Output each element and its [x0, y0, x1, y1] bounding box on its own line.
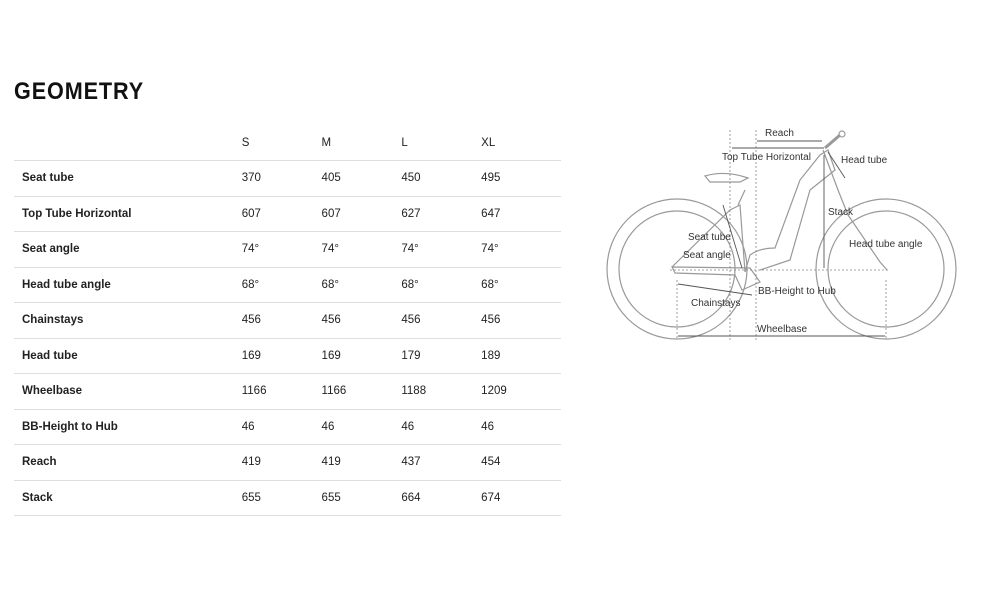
table-cell: 46: [241, 420, 255, 433]
table-cell: 68°: [481, 278, 499, 291]
table-row: Stack 655 655 664 674: [14, 481, 561, 516]
row-label: Reach: [22, 456, 57, 469]
table-cell: 179: [401, 349, 421, 362]
table-cell: 627: [401, 207, 421, 220]
table-cell: 674: [481, 491, 501, 504]
label-bb-height: BB-Height to Hub: [758, 286, 836, 297]
table-cell: 68°: [241, 278, 260, 291]
table-cell: 454: [481, 456, 501, 469]
table-row: Head tube angle 68° 68° 68° 68°: [14, 268, 561, 303]
table-cell: 664: [401, 491, 421, 504]
table-cell: 607: [321, 207, 341, 220]
table-cell: 495: [481, 172, 501, 185]
table-row: Chainstays 456 456 456 456: [14, 303, 561, 339]
table-cell: 1209: [481, 385, 507, 398]
row-label: Stack: [22, 491, 53, 504]
rear-wheel: [606, 198, 748, 340]
row-label: Top Tube Horizontal: [22, 207, 132, 220]
column-header: L: [401, 137, 408, 149]
label-chainstays: Chainstays: [691, 298, 740, 309]
row-label: Chainstays: [22, 314, 84, 327]
column-header: XL: [481, 137, 496, 149]
label-head-tube: Head tube: [841, 155, 888, 166]
row-label: Head tube: [22, 349, 78, 362]
table-cell: 437: [401, 456, 421, 469]
row-label: BB-Height to Hub: [22, 420, 118, 433]
front-wheel: [815, 198, 957, 340]
label-wheelbase: Wheelbase: [757, 324, 807, 335]
row-label: Wheelbase: [22, 385, 83, 398]
label-seat-angle: Seat angle: [683, 250, 731, 261]
table-row: Seat angle 74° 74° 74° 74°: [14, 232, 561, 268]
table-cell: 46: [481, 420, 494, 433]
table-cell: 68°: [321, 278, 339, 291]
table-cell: 68°: [401, 278, 419, 291]
table-row: Top Tube Horizontal 607 607 627 647: [14, 197, 561, 232]
table-cell: 1166: [241, 385, 267, 398]
column-header: S: [241, 137, 250, 149]
table-cell: 450: [401, 172, 421, 185]
bike-geometry-diagram: Reach Top Tube Horizontal Head tube Stac…: [606, 128, 957, 340]
table-cell: 169: [241, 349, 261, 362]
label-top-tube: Top Tube Horizontal: [722, 152, 811, 163]
table-cell: 74°: [241, 243, 260, 256]
table-cell: 1188: [401, 385, 427, 398]
column-header: M: [321, 137, 332, 149]
table-cell: 456: [241, 314, 261, 327]
label-stack: Stack: [828, 207, 854, 218]
row-label: Seat angle: [22, 243, 80, 256]
table-cell: 74°: [481, 243, 499, 256]
table-row: BB-Height to Hub 46 46 46 46: [14, 410, 561, 445]
table-cell: 74°: [321, 243, 339, 256]
table-row: Seat tube 370 405 450 495: [14, 161, 561, 197]
label-head-tube-angle: Head tube angle: [849, 239, 923, 250]
table-row: Head tube 169 169 179 189: [14, 339, 561, 374]
table-cell: 189: [481, 349, 501, 362]
table-cell: 419: [241, 456, 261, 469]
label-reach: Reach: [765, 128, 794, 139]
table-cell: 370: [241, 172, 261, 185]
table-header: S M L XL: [14, 126, 561, 161]
table-cell: 1166: [321, 385, 347, 398]
table-cell: 46: [321, 420, 335, 433]
table-cell: 655: [241, 491, 261, 504]
table-cell: 655: [321, 491, 341, 504]
table-cell: 74°: [401, 243, 419, 256]
table-cell: 647: [481, 207, 501, 220]
row-label: Seat tube: [22, 172, 74, 185]
table-cell: 456: [401, 314, 421, 327]
table-cell: 169: [321, 349, 341, 362]
table-cell: 46: [401, 420, 415, 433]
page-title: GEOMETRY: [14, 78, 145, 105]
label-seat-tube: Seat tube: [688, 232, 731, 243]
table-row: Wheelbase 1166 1166 1188 1209: [14, 374, 561, 410]
row-label: Head tube angle: [22, 278, 111, 291]
geometry-table: S M L XL Seat tube 370 405 450 495 Top Tube H…: [14, 126, 561, 516]
table-cell: 456: [321, 314, 341, 327]
table-cell: 456: [481, 314, 501, 327]
table-row: Reach 419 419 437 454: [14, 445, 561, 481]
table-cell: 419: [321, 456, 341, 469]
table-cell: 405: [321, 172, 341, 185]
table-cell: 607: [241, 207, 261, 220]
